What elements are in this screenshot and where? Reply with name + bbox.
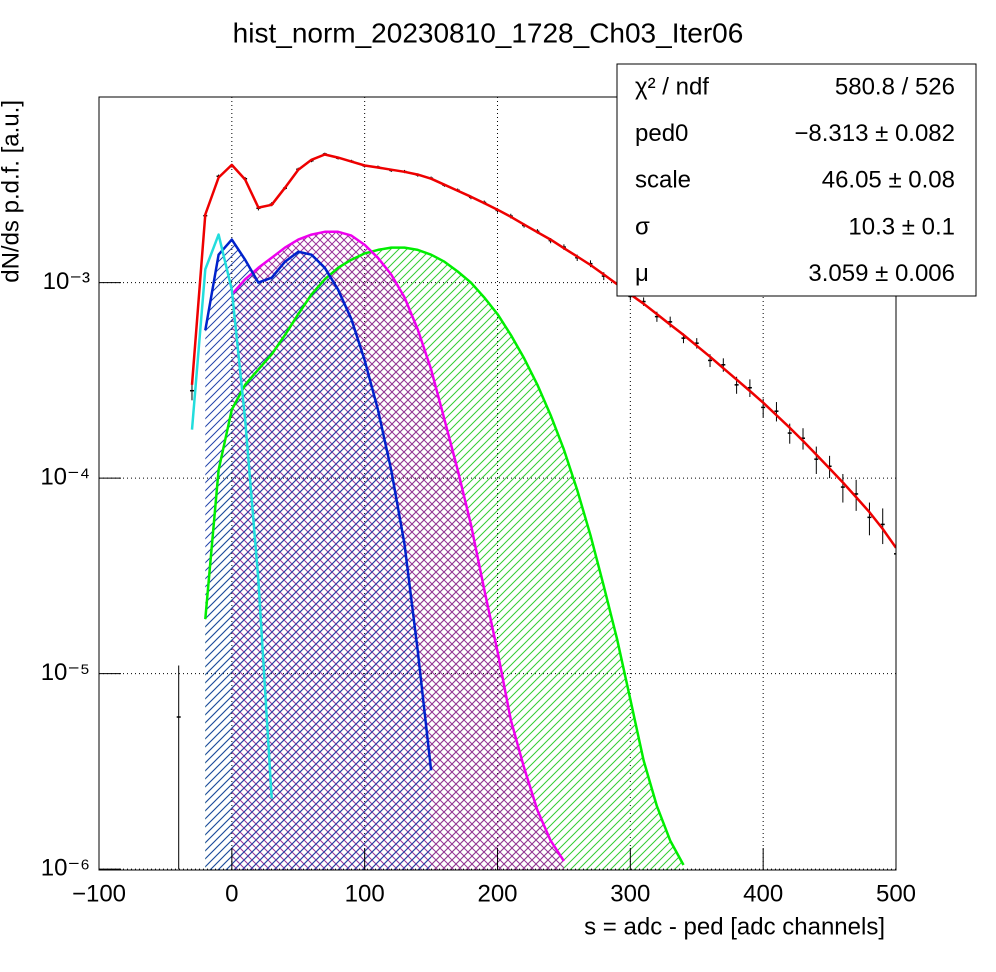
stats-name: σ (635, 213, 650, 240)
x-axis-title: s = adc - ped [adc channels] (584, 913, 885, 940)
chart-title: hist_norm_20230810_1728_Ch03_Iter06 (233, 17, 744, 48)
x-tick-label: −100 (72, 880, 126, 907)
stats-name: χ² / ndf (635, 73, 709, 100)
fit-curve (190, 153, 896, 549)
x-tick-label: 500 (876, 880, 916, 907)
y-tick-label: 10⁻⁵ (41, 659, 90, 686)
fit-curve (204, 238, 433, 771)
y-axis-title: dN/ds p.d.f. [a.u.] (0, 100, 24, 283)
stats-name: ped0 (635, 120, 688, 147)
stats-box: χ² / ndf 580.8 / 526 ped0 −8.313 ± 0.082 sca… (616, 63, 977, 297)
stats-value: −8.313 ± 0.082 (794, 120, 955, 147)
fit-curve (204, 246, 685, 866)
fit-curve (230, 230, 565, 862)
y-tick-label: 10⁻⁶ (41, 854, 90, 881)
fit-curve (190, 233, 273, 799)
x-tick-label: 400 (743, 880, 783, 907)
y-tick-label: 10⁻³ (43, 268, 90, 295)
stats-name: scale (635, 167, 691, 194)
x-tick-label: 300 (610, 880, 650, 907)
x-tick-label: 200 (477, 880, 517, 907)
stats-value: 3.059 ± 0.006 (808, 260, 955, 287)
stats-name: μ (635, 260, 649, 287)
component-area (205, 239, 432, 870)
stats-value: 46.05 ± 0.08 (822, 167, 955, 194)
axes: −100 0 100 200 300 400 500 10⁻⁶ 10⁻⁵ 10⁻⁴ 10⁻³ (40, 268, 916, 907)
plot-area (176, 152, 896, 870)
y-tick-label: 10⁻⁴ (40, 463, 90, 490)
x-tick-label: 100 (345, 880, 385, 907)
x-tick-label: 0 (225, 880, 238, 907)
stats-value: 10.3 ± 0.1 (848, 213, 955, 240)
stats-value: 580.8 / 526 (835, 73, 955, 100)
stats-frame (616, 63, 977, 297)
